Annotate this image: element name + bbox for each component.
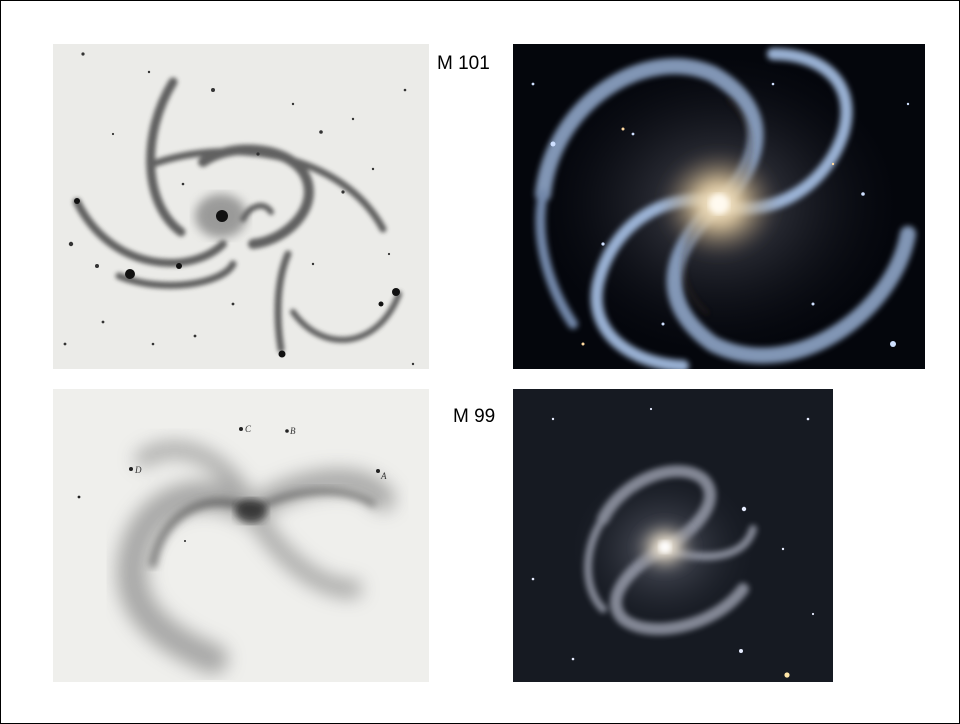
- m99-drawing: D C B A: [53, 389, 429, 682]
- m99-photo: [513, 389, 833, 682]
- m101-drawing: [53, 44, 429, 369]
- m99-photo-art: [513, 389, 833, 682]
- m101-label: M 101: [437, 53, 490, 74]
- sketch-letter-d: D: [134, 465, 142, 475]
- m99-drawing-art: D C B A: [53, 389, 429, 682]
- m99-label: M 99: [453, 406, 496, 427]
- m101-photo: [513, 44, 925, 369]
- m101-photo-art: [513, 44, 925, 369]
- sketch-letter-a: A: [380, 471, 387, 481]
- sketch-letter-b: B: [290, 426, 296, 436]
- m101-drawing-art: [53, 44, 429, 369]
- sketch-letter-c: C: [245, 424, 252, 434]
